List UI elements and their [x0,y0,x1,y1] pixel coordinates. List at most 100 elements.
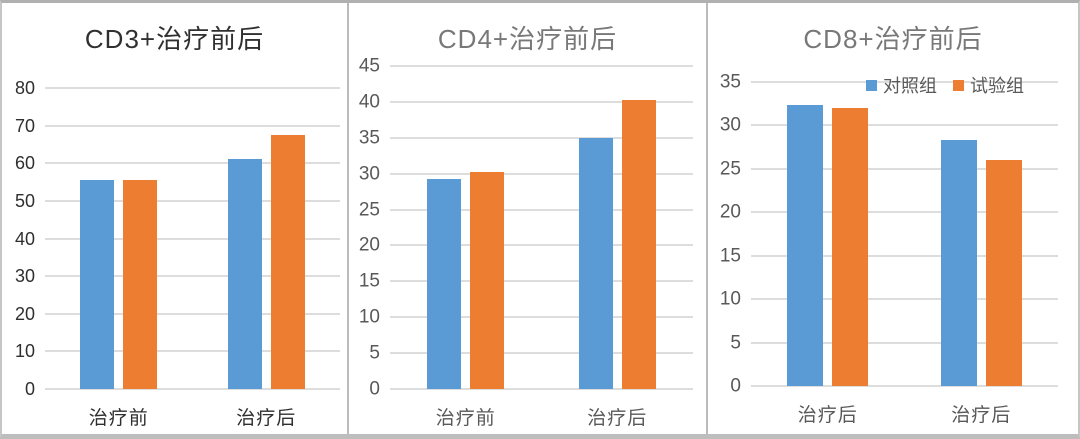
y-tick-label-50: 50 [14,190,35,211]
bar-1-control-group [940,140,977,386]
gridline-y-10 [751,298,1058,301]
bar-group-1 [227,88,305,389]
y-tick-label-10: 10 [358,306,380,328]
y-tick-label-20: 20 [14,303,35,324]
gridline-y-15 [390,280,693,283]
gridline-y-15 [751,254,1058,257]
y-tick-label-25: 25 [358,199,380,221]
bar-group-0 [427,66,505,389]
x-category-label-1: 治疗后 [951,405,1012,426]
y-tick-label-5: 5 [369,342,380,364]
y-tick-label-20: 20 [719,201,741,223]
gridline-y-20 [751,211,1058,214]
legend-item-trial-group: 试验组 [953,72,1024,98]
gridline-y-5 [751,341,1058,344]
y-tick-label-40: 40 [358,91,380,113]
gridline-y-45 [390,65,693,67]
gridline-y-30 [45,275,340,278]
chart-title-cd3: CD3+治疗前后 [84,24,265,54]
bar-0-control-group [80,179,115,389]
bar-group-1 [940,82,1022,386]
gridline-y-5 [390,352,693,355]
gridline-y-0 [390,388,693,390]
bar-0-trial-group [832,108,869,386]
legend-label-control-group: 对照组 [883,76,937,96]
gridline-y-30 [390,172,693,175]
bar-0-control-group [427,178,462,389]
y-tick-label-0: 0 [369,378,380,400]
bar-groups [390,66,693,389]
plot-area-cd4: 0 5 10 15 20 25 30 35 40 45 [359,57,693,399]
gridline-y-50 [45,199,340,202]
y-tick-label-0: 0 [730,375,741,397]
gridline-y-25 [751,167,1058,170]
legend-label-trial-group: 试验组 [970,76,1024,96]
bar-1-trial-group [621,100,656,389]
y-tick-label-45: 45 [358,55,380,77]
plot-area-cd8: 0 5 10 15 20 25 30 35 对照组 试验组 [720,73,1058,396]
y-tick-label-15: 15 [719,245,741,267]
bar-groups [751,82,1058,386]
gridline-y-25 [390,208,693,211]
gridline-y-10 [390,316,693,319]
bar-group-1 [578,66,656,389]
chart-panel-cd3: CD3+治疗前后 0 10 20 30 40 50 60 70 80 治疗前 治疗后 [2,3,347,434]
y-tick-label-20: 20 [358,234,380,256]
gridline-y-40 [390,100,693,103]
y-tick-label-80: 80 [14,78,35,98]
x-axis-labels-cd8: 治疗后 治疗后 [751,400,1058,427]
y-tick-label-40: 40 [14,228,35,249]
gridline-y-20 [45,312,340,315]
plot-area-cd3: 0 10 20 30 40 50 60 70 80 [15,79,340,398]
legend-swatch-trial-group [953,79,964,91]
gridline-y-20 [390,244,693,247]
chart-title-cd8: CD8+治疗前后 [803,24,983,54]
y-tick-label-70: 70 [14,115,35,136]
gridline-y-80 [45,87,340,89]
x-category-label-1: 治疗后 [236,408,297,429]
x-axis-labels-cd4: 治疗前 治疗后 [390,403,693,430]
gridline-y-35 [751,81,1058,83]
x-axis-labels-cd3: 治疗前 治疗后 [45,403,340,430]
x-category-label-0: 治疗前 [435,408,496,429]
bar-1-control-group [227,158,262,389]
y-tick-label-35: 35 [719,71,741,93]
gridline-y-40 [45,237,340,240]
gridline-y-10 [45,350,340,353]
chart-panel-cd8: CD8+治疗前后 0 5 10 15 20 25 30 35 对照组 试验组 治疗后 治疗后 [706,3,1078,434]
bar-0-trial-group [123,180,158,389]
legend: 对照组 试验组 [866,72,1024,98]
bar-1-control-group [578,137,613,389]
x-category-label-0: 治疗后 [797,405,858,426]
gridline-y-60 [45,162,340,165]
y-tick-label-15: 15 [358,270,380,292]
bar-group-0 [80,88,158,389]
chart-title-cd4: CD4+治疗前后 [437,24,618,54]
y-tick-label-60: 60 [14,153,35,174]
legend-item-control-group: 对照组 [866,72,937,98]
y-tick-label-30: 30 [14,266,35,287]
bar-1-trial-group [985,160,1022,386]
x-category-label-0: 治疗前 [88,408,149,429]
y-tick-label-10: 10 [14,341,35,362]
y-tick-label-5: 5 [730,332,741,354]
bar-0-control-group [787,105,824,386]
bar-groups [45,88,340,389]
y-tick-label-25: 25 [719,158,741,180]
x-category-label-1: 治疗后 [587,408,648,429]
y-tick-label-30: 30 [719,114,741,136]
gridline-y-0 [751,385,1058,387]
gridline-y-0 [45,388,340,390]
y-tick-label-30: 30 [358,163,380,185]
chart-panel-cd4: CD4+治疗前后 0 5 10 15 20 25 30 35 40 45 治疗前 治疗后 [347,3,706,434]
bar-group-0 [787,82,869,386]
y-tick-label-10: 10 [719,288,741,310]
bar-0-trial-group [470,172,505,389]
bar-1-trial-group [270,134,305,389]
gridline-y-30 [751,124,1058,127]
y-tick-label-0: 0 [24,379,35,399]
gridline-y-35 [390,136,693,139]
legend-swatch-control-group [866,79,877,91]
gridline-y-70 [45,124,340,127]
